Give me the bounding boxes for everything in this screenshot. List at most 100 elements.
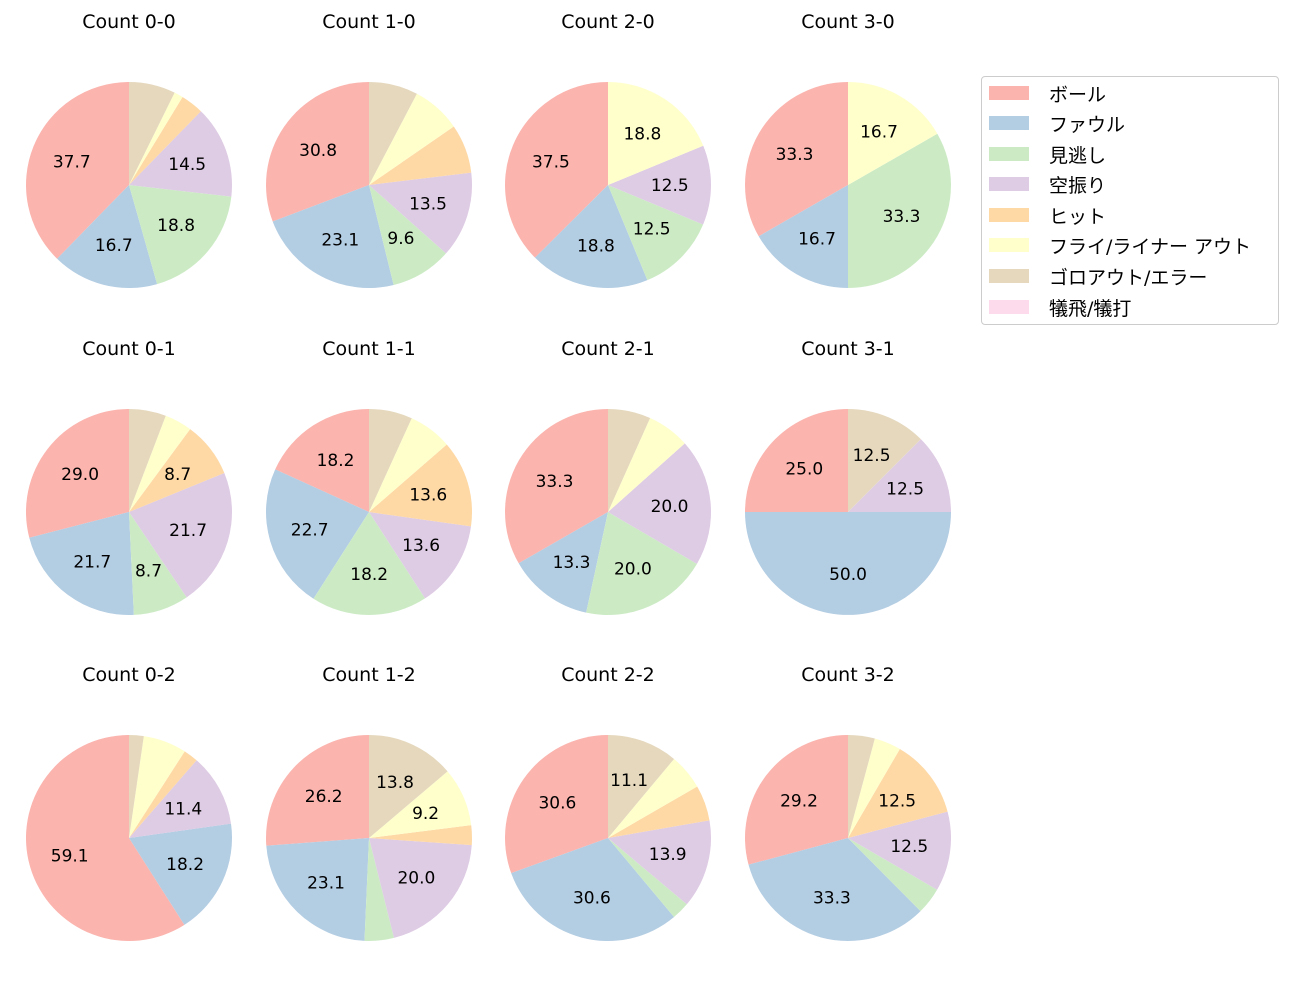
pie-slice [26,82,129,259]
pie-slice [748,838,921,942]
pie-slice [848,133,951,288]
legend-swatch [989,116,1029,130]
slice-label: 22.7 [291,521,329,541]
pie-slice [313,512,426,616]
slice-label: 8.7 [135,562,162,582]
pie-slice [608,185,704,281]
pie-slice [272,185,394,289]
slice-label: 23.1 [307,873,345,893]
pie-slice [129,429,225,512]
legend-item-ball: ボール [989,80,1106,106]
pie-slice [369,735,448,838]
legend-label: 犠飛/犠打 [1049,297,1132,320]
pie-slice [369,512,471,599]
slice-label: 26.2 [305,787,343,807]
pie-slice [369,444,472,527]
pie-slice [369,82,417,185]
slice-label: 11.4 [164,800,202,820]
legend: ボール ファウル 見逃し 空振り ヒット フライ/ライナー アウト ゴロアウト/… [981,76,1279,325]
pie-slice [608,758,698,838]
slice-label: 13.8 [376,773,414,793]
pie-slice [369,409,412,512]
slice-label: 33.3 [813,889,851,909]
pie-slice [25,735,185,941]
pie-slice [586,512,697,616]
slice-label: 12.5 [633,220,671,240]
slice-label: 25.0 [785,459,823,479]
pie-chart: Count 0-0 37.7 16.7 18.8 14.5 [26,11,232,288]
pie-chart: Count 0-2 59.1 18.2 11.4 [25,664,233,941]
pie-chart: Count 1-0 30.8 23.1 9.6 13.5 [265,11,473,289]
pie-slice [608,820,711,905]
pie-chart: Count 2-0 37.5 18.8 12.5 12.5 18.8 [505,11,712,289]
pie-slice [608,408,651,512]
pie-slice [129,736,185,838]
slice-label: 18.8 [157,216,195,236]
slice-label: 33.3 [776,145,814,165]
pie-slice [608,443,711,564]
pie-slice [57,185,158,288]
pie-chart: Count 2-2 30.6 30.6 13.9 11.1 [504,664,711,942]
pie-slice [504,735,608,874]
legend-swatch [989,177,1029,191]
pie-slice [369,825,472,846]
pie-slice [275,409,369,512]
pie-chart: Count 3-2 29.2 33.3 12.5 12.5 [745,664,952,942]
slice-label: 30.6 [538,794,576,814]
pie-chart: Count 3-1 25.0 50.0 12.5 12.5 [745,338,951,615]
legend-label: フライ/ライナー アウト [1049,235,1252,258]
slice-label: 18.8 [623,125,661,145]
pie-slice [25,409,130,538]
slice-label: 20.0 [651,497,689,517]
pie-slice [29,512,134,616]
legend-item-hit: ヒット [989,202,1106,228]
pie-slice [129,97,201,185]
slice-label: 37.7 [53,153,91,173]
legend-swatch [989,238,1029,252]
pie-slice [364,838,394,941]
slice-label: 18.2 [317,451,355,471]
legend-item-sacrifice: 犠飛/犠打 [989,294,1131,320]
legend-item-called-strike: 見逃し [989,141,1106,167]
pie-title: Count 3-2 [801,664,895,686]
slice-label: 59.1 [51,846,89,866]
slice-label: 8.7 [164,465,191,485]
pie-slice [265,735,369,846]
pie-chart: Count 1-1 18.2 22.7 18.2 13.6 13.6 [266,338,472,616]
pie-slice [608,82,704,185]
pie-chart: Count 2-1 33.3 13.3 20.0 20.0 [505,338,711,616]
pie-chart: Count 0-1 29.0 21.7 8.7 21.7 8.7 [25,338,233,616]
pie-slice [745,409,848,512]
pie-slice [745,82,848,237]
pie-slice [511,838,675,942]
legend-swatch [989,208,1029,222]
pie-title: Count 1-1 [322,338,416,360]
slice-label: 13.9 [649,845,687,865]
slice-label: 14.5 [168,155,206,175]
legend-swatch [989,300,1029,314]
slice-label: 12.5 [878,792,916,812]
pie-slice [129,751,197,838]
pie-slice [369,93,454,185]
pie-slice [129,512,187,615]
legend-item-foul: ファウル [989,110,1125,136]
legend-label: ヒット [1049,205,1107,228]
pie-slice [265,82,369,222]
pie-slice [129,415,191,512]
slice-label: 29.0 [61,465,99,485]
pie-slice [848,748,948,838]
slice-label: 30.8 [299,141,337,161]
legend-label: 空振り [1049,174,1107,197]
slice-label: 29.2 [780,791,818,811]
pie-slice [129,823,233,925]
pie-slice [129,92,183,185]
slice-label: 13.3 [553,553,591,573]
legend-item-ground-out-error: ゴロアウト/エラー [989,263,1207,289]
pie-slice [369,185,446,286]
pie-title: Count 2-1 [561,338,655,360]
pie-title: Count 1-2 [322,664,416,686]
legend-label: ボール [1049,83,1107,106]
pie-slice [369,172,473,254]
slice-label: 16.7 [95,236,133,256]
